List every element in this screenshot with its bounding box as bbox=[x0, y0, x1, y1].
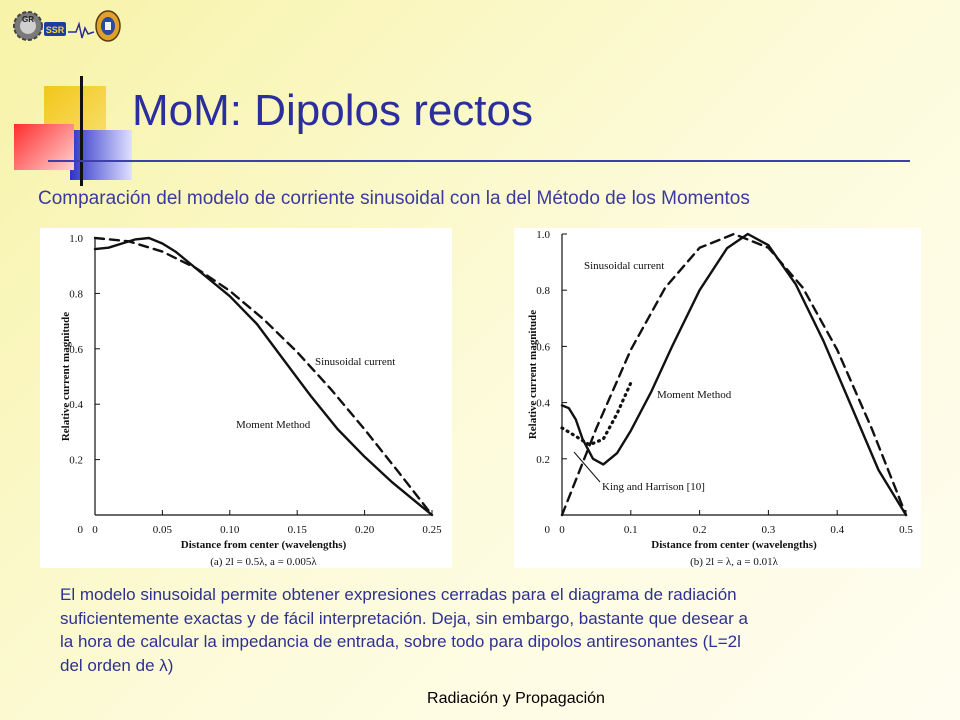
logo-strip: GR SSR bbox=[10, 8, 125, 44]
series-line bbox=[93, 236, 434, 517]
y-tick-label: 0.4 bbox=[69, 399, 83, 411]
body-line: El modelo sinusoidal permite obtener exp… bbox=[60, 585, 737, 604]
body-line: la hora de calcular la impedancia de ent… bbox=[60, 632, 741, 651]
body-line: suficientemente exactas y de fácil inter… bbox=[60, 608, 748, 628]
x-tick-label: 0.15 bbox=[288, 524, 308, 536]
y-tick-label: 1.0 bbox=[536, 229, 550, 241]
series-annotation: Sinusoidal current bbox=[315, 356, 395, 368]
gr-logo-text: GR bbox=[22, 15, 34, 24]
ssr-logo-text: SSR bbox=[46, 25, 65, 35]
series-annotation: Moment Method bbox=[657, 389, 732, 401]
university-crest-icon bbox=[95, 10, 121, 42]
y-tick-label: 0 bbox=[545, 524, 551, 536]
body-line: del orden de λ) bbox=[60, 655, 174, 675]
y-axis-title: Relative current magnitude bbox=[527, 310, 539, 439]
logo-graphics: GR SSR bbox=[13, 10, 121, 42]
x-tick-label: 0.20 bbox=[355, 524, 375, 536]
chart-a-svg: 0 0.05 0.10 0.15 0.20 0.25 0.2 0.4 0.6 0.8 1.0 0 Dis… bbox=[60, 233, 442, 568]
y-tick-label: 0.8 bbox=[69, 288, 83, 300]
chart-panel-b: 0 0.1 0.2 0.3 0.4 0.5 0.2 0.4 0.6 0.8 1.0 0 Distance… bbox=[514, 228, 921, 568]
y-tick-label: 0.2 bbox=[69, 455, 83, 467]
x-tick-label: 0.2 bbox=[693, 524, 707, 536]
annotation-leader bbox=[573, 451, 601, 483]
x-tick-label: 0.4 bbox=[830, 524, 844, 536]
x-tick-label: 0.05 bbox=[153, 524, 173, 536]
y-tick-label: 0.6 bbox=[69, 344, 83, 356]
x-tick-label: 0 bbox=[559, 524, 565, 536]
series-annotation: Moment Method bbox=[236, 419, 311, 431]
gr-logo: GR bbox=[13, 11, 43, 41]
chart-caption: (a) 2l = 0.5λ, a = 0.005λ bbox=[210, 556, 317, 568]
x-axis-title: Distance from center (wavelengths) bbox=[181, 539, 347, 551]
y-tick-label: 0.6 bbox=[536, 341, 550, 353]
x-axis-title: Distance from center (wavelengths) bbox=[651, 539, 817, 551]
x-tick-label: 0 bbox=[92, 524, 98, 536]
signal-waveform bbox=[68, 21, 95, 39]
chart-caption: (b) 2l = λ, a = 0.01λ bbox=[690, 556, 779, 568]
chart-panel-a: 0 0.05 0.10 0.15 0.20 0.25 0.2 0.4 0.6 0.8 1.0 0 Dis… bbox=[40, 228, 452, 568]
x-tick-label: 0.1 bbox=[624, 524, 638, 536]
series-annotation: King and Harrison [10] bbox=[602, 481, 705, 493]
deco-vertical-bar bbox=[80, 76, 83, 186]
series-line bbox=[560, 232, 908, 517]
title-divider bbox=[48, 160, 910, 162]
series-line bbox=[93, 236, 434, 517]
deco-red-square bbox=[14, 124, 74, 170]
series-annotation: Sinusoidal current bbox=[584, 260, 664, 272]
chart-b-svg: 0 0.1 0.2 0.3 0.4 0.5 0.2 0.4 0.6 0.8 1.0 0 Distance… bbox=[527, 229, 913, 568]
y-tick-label: 1.0 bbox=[69, 233, 83, 245]
series-line bbox=[560, 381, 633, 447]
y-tick-label: 0.4 bbox=[536, 398, 550, 410]
x-tick-label: 0.3 bbox=[762, 524, 776, 536]
body-paragraph: El modelo sinusoidal permite obtener exp… bbox=[60, 583, 940, 677]
y-tick-label: 0.8 bbox=[536, 285, 550, 297]
y-tick-label: 0 bbox=[78, 524, 84, 536]
x-tick-label: 0.25 bbox=[422, 524, 442, 536]
slide-subtitle: Comparación del modelo de corriente sinu… bbox=[38, 188, 750, 209]
x-tick-label: 0.5 bbox=[899, 524, 913, 536]
x-tick-label: 0.10 bbox=[220, 524, 240, 536]
y-axis-title: Relative current magnitude bbox=[60, 312, 72, 441]
series-line bbox=[560, 232, 908, 517]
slide-footer: Radiación y Propagación bbox=[427, 690, 605, 707]
ssr-logo: SSR bbox=[44, 22, 66, 36]
y-tick-label: 0.2 bbox=[536, 454, 550, 466]
page-title: MoM: Dipolos rectos bbox=[132, 86, 534, 135]
